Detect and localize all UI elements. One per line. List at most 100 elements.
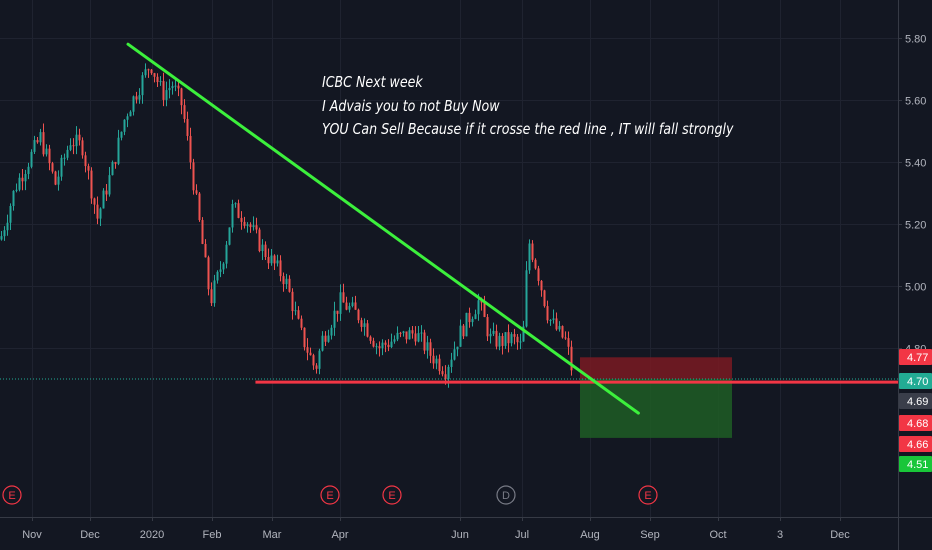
candle-body	[387, 344, 390, 348]
annotation-line-1: ICBC Next week	[322, 73, 423, 91]
stop-loss-zone[interactable]	[580, 357, 732, 379]
price-label: 4.70	[907, 376, 928, 388]
candle-body	[306, 347, 309, 353]
x-tick-label: Nov	[22, 529, 42, 541]
candle-body	[138, 95, 141, 100]
candle-body	[243, 221, 246, 226]
candle-body	[420, 332, 423, 334]
candle-body	[489, 333, 492, 337]
candle-body	[525, 270, 528, 327]
chart-grid	[0, 0, 898, 517]
dividend-marker[interactable]	[496, 485, 516, 505]
price-labels: 4.77 4.70 4.69 4.68 4.66 4.51	[899, 349, 932, 472]
candle-body	[261, 244, 264, 252]
candle-body	[495, 330, 498, 347]
price-label: 4.66	[907, 439, 928, 451]
candle-body	[114, 162, 117, 164]
candle-body	[150, 69, 153, 74]
candle-body	[378, 346, 381, 349]
candle-body	[36, 140, 39, 143]
candle-body	[123, 119, 126, 132]
candle-body	[447, 366, 450, 379]
candle-body	[279, 260, 282, 277]
candle-body	[171, 86, 174, 89]
candle-body	[393, 339, 396, 342]
candlestick-series	[0, 63, 573, 388]
candle-body	[558, 326, 561, 330]
candle-body	[147, 69, 150, 71]
candle-body	[531, 243, 534, 260]
candle-body	[108, 175, 111, 195]
candle-body	[483, 302, 486, 318]
candle-body	[381, 342, 384, 349]
candle-body	[369, 336, 372, 341]
candle-body	[405, 331, 408, 340]
x-tick-label: Mar	[263, 529, 282, 541]
resistance-trendline[interactable]	[126, 42, 640, 415]
candle-body	[561, 326, 564, 338]
event-marker-label: E	[8, 490, 15, 502]
candle-body	[84, 155, 87, 167]
candle-body	[99, 208, 102, 219]
candle-body	[462, 325, 465, 337]
candle-body	[321, 335, 324, 351]
candle-body	[255, 225, 258, 230]
candle-body	[135, 96, 138, 100]
candle-body	[540, 280, 543, 291]
candle-body	[234, 203, 237, 205]
y-tick-label: 5.60	[905, 96, 926, 108]
candle-body	[156, 76, 159, 83]
time-axis[interactable]: Nov Dec 2020 Feb Mar Apr Jun Jul Aug Sep Oct 3 Dec	[22, 517, 850, 541]
candle-body	[54, 171, 57, 185]
event-marker-label: E	[326, 490, 333, 502]
candle-body	[417, 333, 420, 342]
candle-body	[474, 314, 477, 319]
y-tick-label: 5.20	[905, 220, 926, 232]
candle-body	[204, 243, 207, 258]
candle-body	[471, 318, 474, 323]
candle-body	[456, 346, 459, 350]
candle-body	[297, 310, 300, 319]
candle-body	[72, 145, 75, 147]
event-marker-label: E	[388, 490, 395, 502]
candle-body	[534, 259, 537, 269]
x-tick-label: Aug	[580, 529, 600, 541]
candle-body	[426, 342, 429, 351]
candle-body	[330, 327, 333, 336]
earnings-marker[interactable]	[382, 485, 402, 505]
candle-body	[513, 334, 516, 337]
candle-body	[39, 132, 42, 143]
candle-body	[33, 140, 36, 152]
candle-body	[429, 342, 432, 356]
candle-body	[537, 268, 540, 281]
annotation-line-3: YOU Can Sell Because if it crosse the re…	[322, 120, 734, 138]
candle-body	[423, 332, 426, 351]
candle-body	[324, 335, 327, 342]
candle-body	[117, 137, 120, 164]
candle-body	[399, 332, 402, 334]
candle-body	[165, 90, 168, 100]
annotation-line-2: I Advais you to not Buy Now	[322, 97, 500, 115]
earnings-marker[interactable]	[2, 485, 22, 505]
candle-body	[351, 302, 354, 307]
candle-body	[168, 88, 171, 91]
candle-body	[459, 325, 462, 347]
candle-body	[312, 355, 315, 366]
price-label: 4.69	[907, 396, 928, 408]
earnings-marker[interactable]	[638, 485, 658, 505]
candle-body	[303, 327, 306, 348]
candle-body	[192, 162, 195, 191]
candle-body	[348, 306, 351, 310]
x-tick-label: Dec	[80, 529, 100, 541]
earnings-marker[interactable]	[320, 485, 340, 505]
candle-body	[444, 374, 447, 379]
candle-body	[12, 190, 15, 207]
event-marker-label: E	[644, 490, 651, 502]
candle-body	[102, 190, 105, 209]
candle-body	[120, 131, 123, 138]
candle-body	[435, 358, 438, 364]
candle-body	[441, 371, 444, 375]
candle-body	[327, 335, 330, 342]
